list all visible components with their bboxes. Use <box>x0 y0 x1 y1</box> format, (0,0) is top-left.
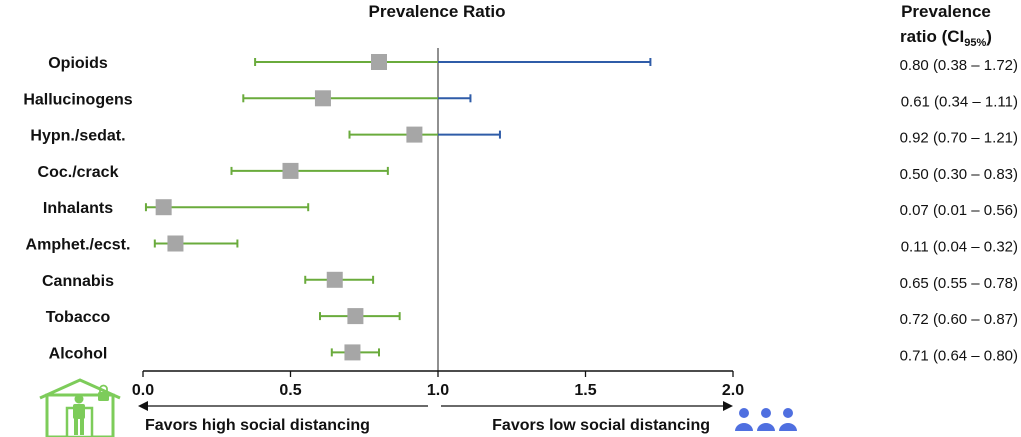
row-value: 0.71 (0.64 – 0.80) <box>900 347 1018 364</box>
row-value: 0.11 (0.04 – 0.32) <box>901 239 1018 256</box>
right-header-subscript: 95% <box>964 37 986 49</box>
row-label: Hallucinogens <box>23 91 132 108</box>
row-label: Alcohol <box>49 345 108 362</box>
row-label: Inhalants <box>43 200 113 217</box>
estimate-marker <box>344 344 361 361</box>
row-value: 0.72 (0.60 – 0.87) <box>900 311 1018 328</box>
estimate-marker <box>371 54 387 70</box>
right-direction-arrow <box>441 401 733 411</box>
row-amphet-ecst: Amphet./ecst. 0.11 (0.04 – 0.32) <box>26 235 1018 256</box>
chart-title: Prevalence Ratio <box>368 2 505 21</box>
row-value: 0.07 (0.01 – 0.56) <box>900 202 1018 219</box>
row-value: 0.50 (0.30 – 0.83) <box>900 166 1018 183</box>
right-header-prefix: ratio (CI <box>900 27 964 46</box>
row-value: 0.65 (0.55 – 0.78) <box>900 275 1018 292</box>
favors-high-label: Favors high social distancing <box>145 417 370 434</box>
right-header-line2: ratio (CI95%) <box>900 27 992 49</box>
estimate-marker <box>326 271 343 288</box>
x-tick-label: 0.0 <box>132 382 154 399</box>
row-inhalants: Inhalants 0.07 (0.01 – 0.56) <box>43 199 1018 219</box>
left-direction-arrow <box>138 401 428 411</box>
row-value: 0.92 (0.70 – 1.21) <box>900 130 1018 147</box>
estimate-marker <box>347 308 364 325</box>
estimate-marker <box>406 126 423 143</box>
row-label: Cannabis <box>42 273 114 290</box>
estimate-marker <box>282 162 299 179</box>
x-tick-label: 2.0 <box>722 382 744 399</box>
row-hypn-sedat: Hypn./sedat. 0.92 (0.70 – 1.21) <box>30 126 1018 147</box>
row-label: Coc./crack <box>38 164 119 181</box>
right-header-line1: Prevalence <box>901 2 991 21</box>
row-value: 0.61 (0.34 – 1.11) <box>901 93 1018 110</box>
x-tick-label: 1.0 <box>427 382 449 399</box>
estimate-marker <box>155 199 172 216</box>
row-label: Tobacco <box>46 309 111 326</box>
favors-low-label: Favors low social distancing <box>492 417 710 434</box>
right-header-suffix: ) <box>986 27 992 46</box>
estimate-marker <box>314 90 331 107</box>
row-hallucinogens: Hallucinogens 0.61 (0.34 – 1.11) <box>23 90 1018 110</box>
row-coc-crack: Coc./crack 0.50 (0.30 – 0.83) <box>38 162 1018 183</box>
row-label: Hypn./sedat. <box>30 128 125 145</box>
row-opioids: Opioids 0.80 (0.38 – 1.72) <box>48 54 1018 74</box>
row-cannabis: Cannabis 0.65 (0.55 – 0.78) <box>42 271 1018 292</box>
row-tobacco: Tobacco 0.72 (0.60 – 0.87) <box>46 308 1018 328</box>
row-value: 0.80 (0.38 – 1.72) <box>900 57 1018 74</box>
people-group-icon <box>735 408 797 431</box>
x-tick-label: 1.5 <box>574 382 596 399</box>
row-label: Amphet./ecst. <box>26 237 131 254</box>
estimate-marker <box>167 235 184 252</box>
home-lock-icon <box>39 378 121 437</box>
x-tick-label: 0.5 <box>279 382 301 399</box>
row-label: Opioids <box>48 55 108 72</box>
row-alcohol: Alcohol 0.71 (0.64 – 0.80) <box>49 344 1018 364</box>
